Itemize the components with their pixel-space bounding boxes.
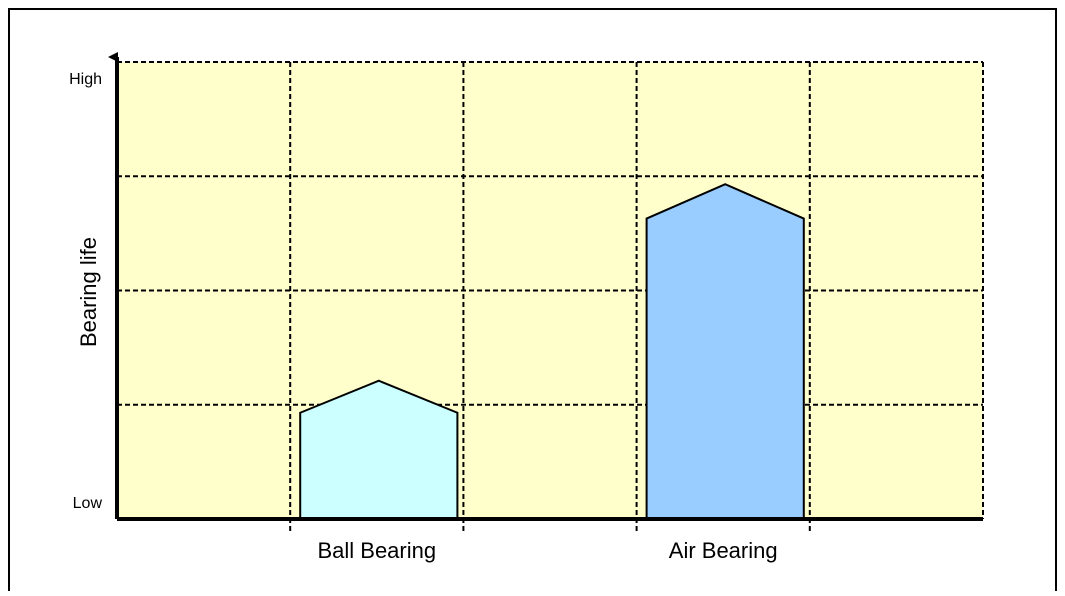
x-tick-label: Air Bearing: [669, 538, 778, 563]
grid-lines: [117, 61, 984, 533]
figure-frame: [8, 8, 1057, 591]
y-tick-label-low: Low: [73, 495, 103, 512]
y-tick-label-high: High: [69, 71, 102, 88]
y-axis-title: Bearing life: [76, 237, 101, 347]
x-tick-label: Ball Bearing: [317, 538, 436, 563]
bar-air-bearing: [645, 183, 805, 520]
x-tick-labels: Ball Bearing Air Bearing: [317, 538, 777, 563]
bars-group: [299, 183, 805, 520]
